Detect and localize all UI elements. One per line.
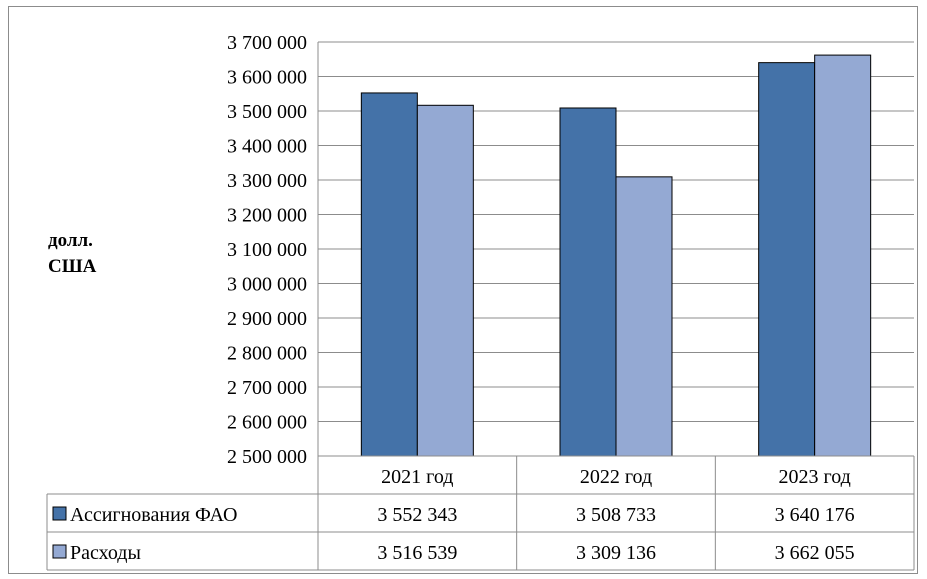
bar-expenses <box>416 104 474 457</box>
data-value: 3 516 539 <box>377 542 457 564</box>
y-tick-label: 3 200 000 <box>227 205 307 227</box>
data-value: 3 552 343 <box>377 504 457 526</box>
data-value: 3 640 176 <box>775 504 855 526</box>
y-tick-label: 2 800 000 <box>227 343 307 365</box>
legend-key <box>52 544 67 559</box>
y-tick-label: 3 000 000 <box>227 274 307 296</box>
category-label: 2022 год <box>580 466 652 488</box>
y-tick-label: 2 600 000 <box>227 412 307 434</box>
y-tick-label: 3 400 000 <box>227 136 307 158</box>
legend-key <box>52 506 67 521</box>
data-value: 3 662 055 <box>775 542 855 564</box>
bar-expenses <box>615 176 673 457</box>
y-tick-label: 2 900 000 <box>227 308 307 330</box>
category-label: 2023 год <box>779 466 851 488</box>
y-tick-label: 3 300 000 <box>227 170 307 192</box>
category-label: 2021 год <box>381 466 453 488</box>
y-axis-label: США <box>48 256 97 277</box>
bar-allocations <box>360 92 418 457</box>
legend-label: Расходы <box>70 542 141 564</box>
bar-allocations <box>758 62 816 457</box>
y-tick-label: 2 700 000 <box>227 377 307 399</box>
y-tick-label: 3 100 000 <box>227 239 307 261</box>
data-value: 3 309 136 <box>576 542 656 564</box>
y-tick-label: 3 500 000 <box>227 101 307 123</box>
data-value: 3 508 733 <box>576 504 656 526</box>
y-axis-label: долл. <box>48 230 93 251</box>
bar-expenses <box>814 54 872 457</box>
y-tick-label: 2 500 000 <box>227 446 307 468</box>
y-tick-label: 3 700 000 <box>227 32 307 54</box>
legend-label: Ассигнования ФАО <box>70 504 237 526</box>
bar-allocations <box>559 107 617 457</box>
y-tick-label: 3 600 000 <box>227 67 307 89</box>
